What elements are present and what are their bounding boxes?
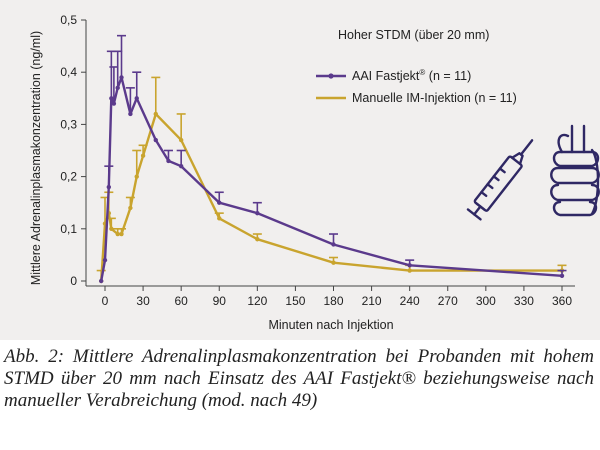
data-point-fastjekt-1 xyxy=(102,257,108,263)
y-tick-label-2: 0,2 xyxy=(60,170,77,184)
y-tick-label-0: 0 xyxy=(70,274,77,288)
data-point-fastjekt-13 xyxy=(255,210,260,216)
legend-label-fastjekt: AAI Fastjekt® (n = 11) xyxy=(352,68,471,83)
data-point-manuell-10 xyxy=(178,137,184,143)
legend-item-manuell: Manuelle IM-Injektion (n = 11) xyxy=(316,91,517,105)
x-axis-label: Minuten nach Injektion xyxy=(268,318,393,332)
x-tick-label-210: 210 xyxy=(362,294,382,308)
data-point-manuell-4 xyxy=(115,231,120,237)
data-point-fastjekt-7 xyxy=(128,111,133,117)
y-tick-label-4: 0,4 xyxy=(60,65,77,79)
data-point-manuell-8 xyxy=(140,153,146,158)
x-tick-label-240: 240 xyxy=(400,294,420,308)
data-point-fastjekt-8 xyxy=(134,96,139,101)
ticks: 0 30 60 90 120 150 180 210 240 270 300 330 360 0 0,1 0,… xyxy=(60,13,572,308)
data-point-manuell-13 xyxy=(331,260,336,265)
legend-label-manuell: Manuelle IM-Injektion (n = 11) xyxy=(352,91,517,105)
data-point-fastjekt-0 xyxy=(98,278,104,284)
data-point-fastjekt-10 xyxy=(166,158,171,164)
data-point-manuell-9 xyxy=(153,111,158,117)
fist-icon xyxy=(550,124,600,217)
chart-title: Hoher STDM (über 20 mm) xyxy=(338,28,489,42)
x-tick-label-180: 180 xyxy=(323,294,343,308)
x-tick-label-270: 270 xyxy=(438,294,458,308)
x-tick-label-0: 0 xyxy=(102,294,109,308)
y-axis-label: Mittlere Adrenalinplasmakonzentration (n… xyxy=(29,31,43,285)
figure-caption: Abb. 2: Mittlere Adrenalinplasmakonzentr… xyxy=(4,346,594,411)
data-point-fastjekt-2 xyxy=(106,184,112,190)
line-chart: 0 30 60 90 120 150 180 210 240 270 300 330 360 0 0,1 0,… xyxy=(29,13,600,332)
x-tick-label-90: 90 xyxy=(213,294,227,308)
data-point-fastjekt-5 xyxy=(115,85,120,91)
data-point-manuell-12 xyxy=(255,237,260,242)
y-tick-label-1: 0,1 xyxy=(60,222,77,236)
series-fastjekt xyxy=(98,34,567,284)
data-point-manuell-6 xyxy=(128,205,133,211)
data-point-fastjekt-3 xyxy=(109,96,114,101)
series-manuell xyxy=(96,76,567,284)
x-tick-label-300: 300 xyxy=(476,294,496,308)
data-point-manuell-5 xyxy=(119,231,124,237)
data-point-fastjekt-4 xyxy=(111,101,117,106)
data-point-fastjekt-6 xyxy=(119,75,124,80)
data-point-fastjekt-11 xyxy=(178,163,184,169)
legend-marker-fastjekt xyxy=(328,73,334,79)
x-tick-label-330: 330 xyxy=(514,294,534,308)
legend: AAI Fastjekt® (n = 11) Manuelle IM-Injek… xyxy=(316,68,517,105)
data-point-manuell-7 xyxy=(134,174,139,179)
legend-item-fastjekt: AAI Fastjekt® (n = 11) xyxy=(316,68,471,83)
x-tick-label-60: 60 xyxy=(174,294,188,308)
x-tick-label-360: 360 xyxy=(552,294,572,308)
data-point-fastjekt-9 xyxy=(153,137,158,143)
series xyxy=(96,34,567,284)
syringe-icon xyxy=(466,139,534,221)
data-point-manuell-3 xyxy=(109,226,114,231)
axes xyxy=(85,20,575,287)
series-line-manuell xyxy=(100,112,562,282)
y-tick-label-3: 0,3 xyxy=(60,117,77,131)
data-point-fastjekt-16 xyxy=(559,273,565,278)
data-point-manuell-14 xyxy=(407,268,412,273)
data-point-fastjekt-15 xyxy=(407,263,412,268)
data-point-fastjekt-14 xyxy=(331,242,336,247)
x-tick-label-150: 150 xyxy=(285,294,305,308)
x-tick-label-120: 120 xyxy=(247,294,267,308)
y-tick-label-5: 0,5 xyxy=(60,13,77,27)
x-tick-label-30: 30 xyxy=(136,294,150,308)
chart-panel: 0 30 60 90 120 150 180 210 240 270 300 330 360 0 0,1 0,… xyxy=(0,0,600,340)
data-point-manuell-11 xyxy=(217,216,222,221)
data-point-fastjekt-12 xyxy=(217,200,222,205)
